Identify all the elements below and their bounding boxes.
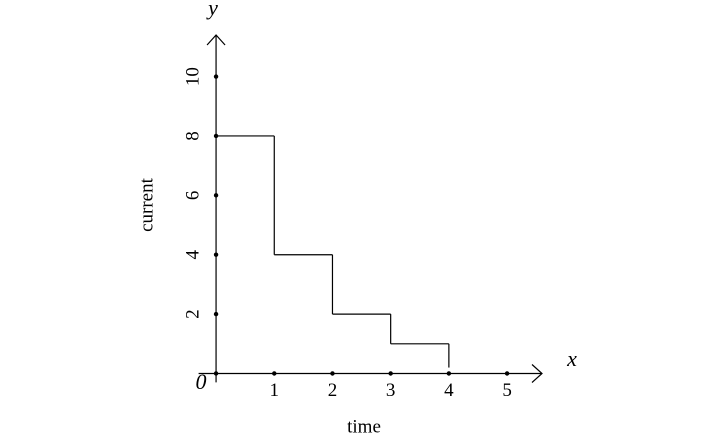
x-tick-label: 3 xyxy=(386,380,396,401)
y-tick xyxy=(213,252,219,257)
x-axis-symbol: x xyxy=(566,346,577,371)
y-tick xyxy=(213,193,219,198)
x-tick xyxy=(272,371,277,376)
y-axis-label: current xyxy=(136,177,157,232)
x-tick-label: 2 xyxy=(328,380,338,401)
x-tick xyxy=(504,371,510,376)
x-tick-label: 4 xyxy=(444,380,454,401)
x-tick xyxy=(388,371,393,376)
x-tick xyxy=(446,371,452,376)
y-tick-label: 8 xyxy=(182,131,203,141)
y-tick-label: 2 xyxy=(182,309,203,319)
y-axis-symbol: y xyxy=(206,0,218,20)
origin-label: 0 xyxy=(196,369,207,394)
origin-dot xyxy=(213,371,219,376)
y-tick-label: 10 xyxy=(182,67,203,86)
y-tick xyxy=(213,74,219,79)
y-arrow xyxy=(206,34,226,46)
x-tick-label: 5 xyxy=(502,380,512,401)
y-tick-label: 4 xyxy=(182,249,203,259)
x-tick-label: 1 xyxy=(270,380,280,401)
x-axis-label: time xyxy=(347,416,381,437)
x-arrow xyxy=(531,364,543,383)
x-tick xyxy=(330,371,335,376)
y-tick xyxy=(213,311,219,317)
y-tick-label: 6 xyxy=(182,191,203,201)
